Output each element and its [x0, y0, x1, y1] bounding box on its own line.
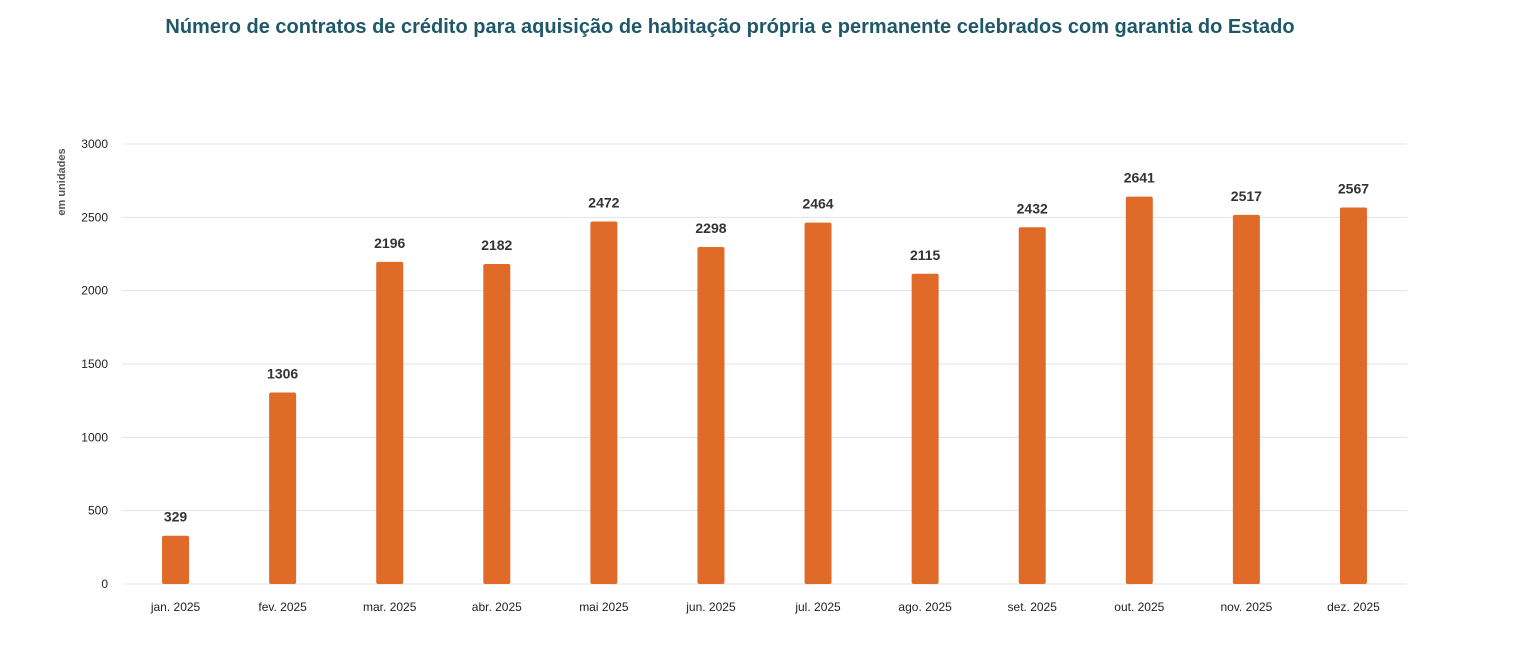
bar [483, 263, 511, 584]
y-tick-label: 0 [101, 577, 108, 591]
x-tick-label: abr. 2025 [472, 600, 522, 614]
x-tick-label: jul. 2025 [794, 600, 841, 614]
bar [376, 261, 404, 584]
bar [804, 222, 832, 584]
bar [1018, 227, 1046, 584]
bars [162, 196, 1367, 585]
x-tick-label: jan. 2025 [150, 600, 201, 614]
data-labels: 329 1306 2196 2182 2472 2298 2464 2115 2432 2641 2… [164, 170, 1369, 525]
bar-value-label: 2464 [802, 196, 833, 212]
x-axis-ticks: jan. 2025 fev. 2025 mar. 2025 abr. 2025 mai … [150, 600, 1380, 614]
y-axis-title: em unidades [56, 148, 68, 215]
bar-value-label: 329 [164, 509, 188, 525]
bar-value-label: 2115 [910, 247, 941, 263]
x-tick-label: jun. 2025 [685, 600, 736, 614]
y-tick-label: 3000 [81, 137, 108, 151]
bar [697, 246, 725, 584]
y-tick-label: 1500 [81, 357, 108, 371]
bar-value-label: 2567 [1338, 181, 1369, 197]
bar-value-label: 2298 [695, 220, 726, 236]
x-tick-label: fev. 2025 [258, 600, 307, 614]
bar-value-label: 2182 [481, 237, 512, 253]
x-tick-label: dez. 2025 [1327, 600, 1380, 614]
bar [162, 535, 190, 584]
y-tick-label: 500 [88, 504, 108, 518]
bar [911, 273, 939, 584]
bar-value-label: 2641 [1124, 170, 1155, 186]
y-tick-label: 2500 [81, 210, 108, 224]
x-tick-label: mar. 2025 [363, 600, 417, 614]
y-axis-ticks: 0 500 1000 1500 2000 2500 3000 [81, 137, 108, 591]
bar [1125, 196, 1153, 585]
chart-title: Número de contratos de crédito para aqui… [165, 16, 1295, 38]
x-tick-label: out. 2025 [1114, 600, 1164, 614]
gridlines [122, 143, 1407, 585]
bar [1339, 207, 1367, 585]
x-tick-label: ago. 2025 [898, 600, 952, 614]
y-tick-label: 2000 [81, 284, 108, 298]
bar [1232, 214, 1260, 584]
bar-value-label: 2517 [1231, 188, 1262, 204]
bar-value-label: 2196 [374, 235, 405, 251]
x-tick-label: set. 2025 [1008, 600, 1058, 614]
bar-value-label: 2472 [588, 194, 619, 210]
bar [590, 221, 618, 584]
y-tick-label: 1000 [81, 430, 108, 444]
x-tick-label: mai 2025 [579, 600, 629, 614]
x-tick-label: nov. 2025 [1220, 600, 1272, 614]
bar [269, 392, 297, 584]
bar-value-label: 1306 [267, 365, 298, 381]
bar-value-label: 2432 [1017, 200, 1048, 216]
